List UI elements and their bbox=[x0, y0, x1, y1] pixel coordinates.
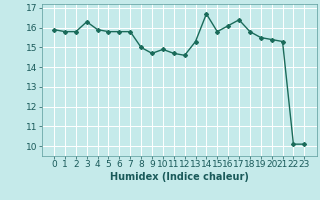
X-axis label: Humidex (Indice chaleur): Humidex (Indice chaleur) bbox=[110, 172, 249, 182]
